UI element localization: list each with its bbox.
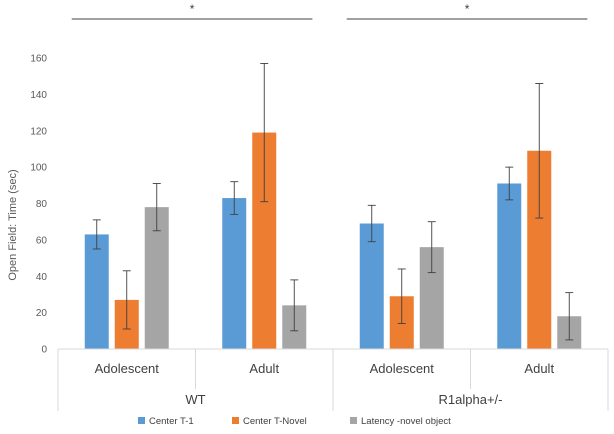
legend-label: Center T-1 (149, 416, 194, 427)
y-axis: 0 20 40 60 80 100 120 140 160 (30, 54, 47, 356)
significance-layer: * * (71, 2, 588, 20)
bar (497, 183, 522, 349)
y-tick-label: 60 (36, 235, 48, 246)
legend: Center T-1 Center T-Novel Latency -novel o… (138, 416, 451, 427)
x-category-label: Adolescent (95, 361, 160, 376)
x-category-label: Adult (249, 361, 279, 376)
y-tick-label: 40 (36, 272, 48, 283)
y-tick-label: 140 (30, 90, 47, 101)
x-group-label: WT (185, 392, 205, 407)
bar (84, 234, 109, 349)
x-axis: Adolescent Adult Adolescent Adult WT R1alpha+… (57, 348, 609, 411)
error-bars-layer (92, 63, 574, 341)
x-category-label: Adult (524, 361, 554, 376)
y-tick-label: 20 (36, 308, 48, 319)
y-tick-label: 80 (36, 199, 48, 210)
legend-label: Center T-Novel (243, 416, 307, 427)
bar (359, 223, 384, 349)
significance-marker: * (465, 2, 470, 16)
y-tick-label: 100 (30, 163, 47, 174)
legend-label: Latency -novel object (361, 416, 451, 427)
legend-swatch (350, 417, 357, 424)
legend-swatch (232, 417, 239, 424)
x-group-label: R1alpha+/- (439, 392, 503, 407)
significance-marker: * (190, 2, 195, 16)
y-axis-title: Open Field: Time (sec) (7, 169, 19, 280)
x-category-label: Adolescent (370, 361, 435, 376)
bars-layer (84, 132, 582, 349)
y-tick-label: 160 (30, 54, 47, 65)
legend-swatch (138, 417, 145, 424)
y-tick-label: 120 (30, 126, 47, 137)
y-tick-label: 0 (41, 345, 47, 356)
bar (222, 198, 247, 349)
